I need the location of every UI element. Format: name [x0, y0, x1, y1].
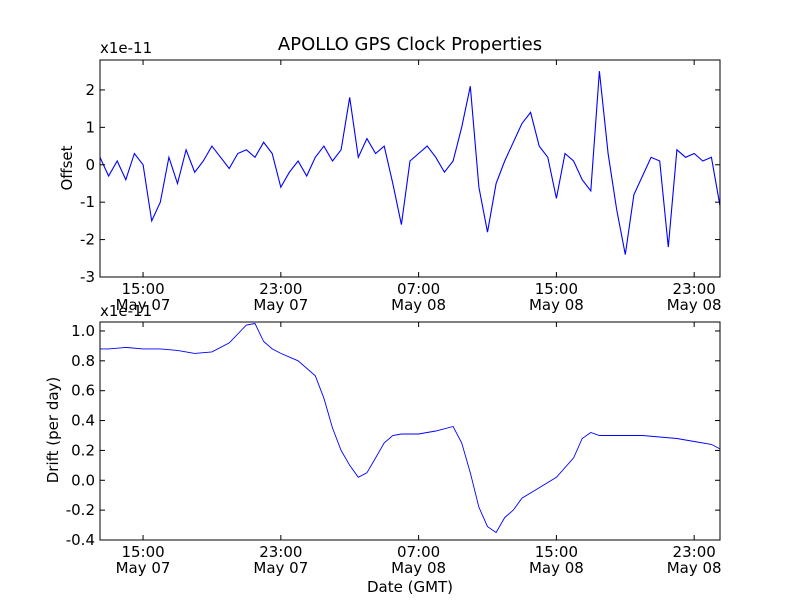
- chart-title: APOLLO GPS Clock Properties: [278, 34, 542, 55]
- drift-x-tick-date: May 07: [253, 559, 308, 577]
- drift-series: [100, 322, 721, 534]
- drift-x-tick-date: May 08: [391, 559, 446, 577]
- offset-y-axis-label: Offset: [58, 145, 76, 190]
- drift-x-tick-time: 07:00: [397, 543, 440, 561]
- drift-y-tick-label: 0.0: [71, 471, 95, 489]
- drift-y-tick-label: 0.4: [71, 412, 95, 430]
- offset-plot-frame: [99, 59, 721, 278]
- offset-x-tick-time: 15:00: [535, 280, 578, 298]
- offset-x-tick-date: May 08: [667, 296, 722, 314]
- drift-y-tick-label: -0.4: [66, 531, 95, 549]
- offset-y-tick-label: 0: [85, 156, 95, 174]
- offset-series: [99, 71, 721, 255]
- drift-y-ticks: -0.4 -0.2 0.0 0.2 0.4 0.6 0.8 1.0: [66, 322, 720, 549]
- offset-x-tick-time: 23:00: [259, 280, 302, 298]
- offset-x-tick-time: 07:00: [397, 280, 440, 298]
- offset-x-tick-date: May 08: [529, 296, 584, 314]
- offset-y-tick-label: 2: [85, 81, 95, 99]
- offset-y-ticks: -3 -2 -1 0 1 2: [80, 81, 720, 286]
- drift-x-axis-label: Date (GMT): [367, 578, 453, 596]
- offset-x-tick-time: 15:00: [121, 280, 164, 298]
- drift-y-axis-label: Drift (per day): [44, 377, 62, 484]
- drift-y-tick-label: 0.8: [71, 352, 95, 370]
- offset-x-tick-date: May 08: [391, 296, 446, 314]
- drift-x-tick-date: May 08: [529, 559, 584, 577]
- offset-y-tick-label: -3: [80, 268, 95, 286]
- offset-x-tick-date: May 07: [116, 296, 171, 314]
- offset-x-tick-time: 23:00: [673, 280, 716, 298]
- drift-plot-frame: [99, 321, 721, 541]
- drift-x-tick-time: 15:00: [535, 543, 578, 561]
- drift-y-tick-label: 1.0: [71, 322, 95, 340]
- drift-x-tick-time: 15:00: [121, 543, 164, 561]
- offset-y-tick-label: -2: [80, 231, 95, 249]
- drift-y-tick-label: -0.2: [66, 501, 95, 519]
- drift-scale-label: x1e-11: [100, 302, 152, 320]
- drift-panel: x1e-11 Drift (per day) -0.4 -0.2 0.0 0.2 0.4…: [44, 302, 722, 596]
- drift-y-tick-label: 0.2: [71, 441, 95, 459]
- offset-line-0: [99, 71, 721, 255]
- drift-x-tick-date: May 08: [667, 559, 722, 577]
- offset-x-tick-date: May 07: [253, 296, 308, 314]
- drift-y-tick-label: 0.6: [71, 382, 95, 400]
- drift-x-tick-time: 23:00: [673, 543, 716, 561]
- offset-y-tick-label: 1: [85, 118, 95, 136]
- drift-x-tick-time: 23:00: [259, 543, 302, 561]
- drift-line-0: [100, 322, 721, 534]
- drift-x-tick-date: May 07: [116, 559, 171, 577]
- offset-y-tick-label: -1: [80, 193, 95, 211]
- offset-scale-label: x1e-11: [100, 39, 152, 57]
